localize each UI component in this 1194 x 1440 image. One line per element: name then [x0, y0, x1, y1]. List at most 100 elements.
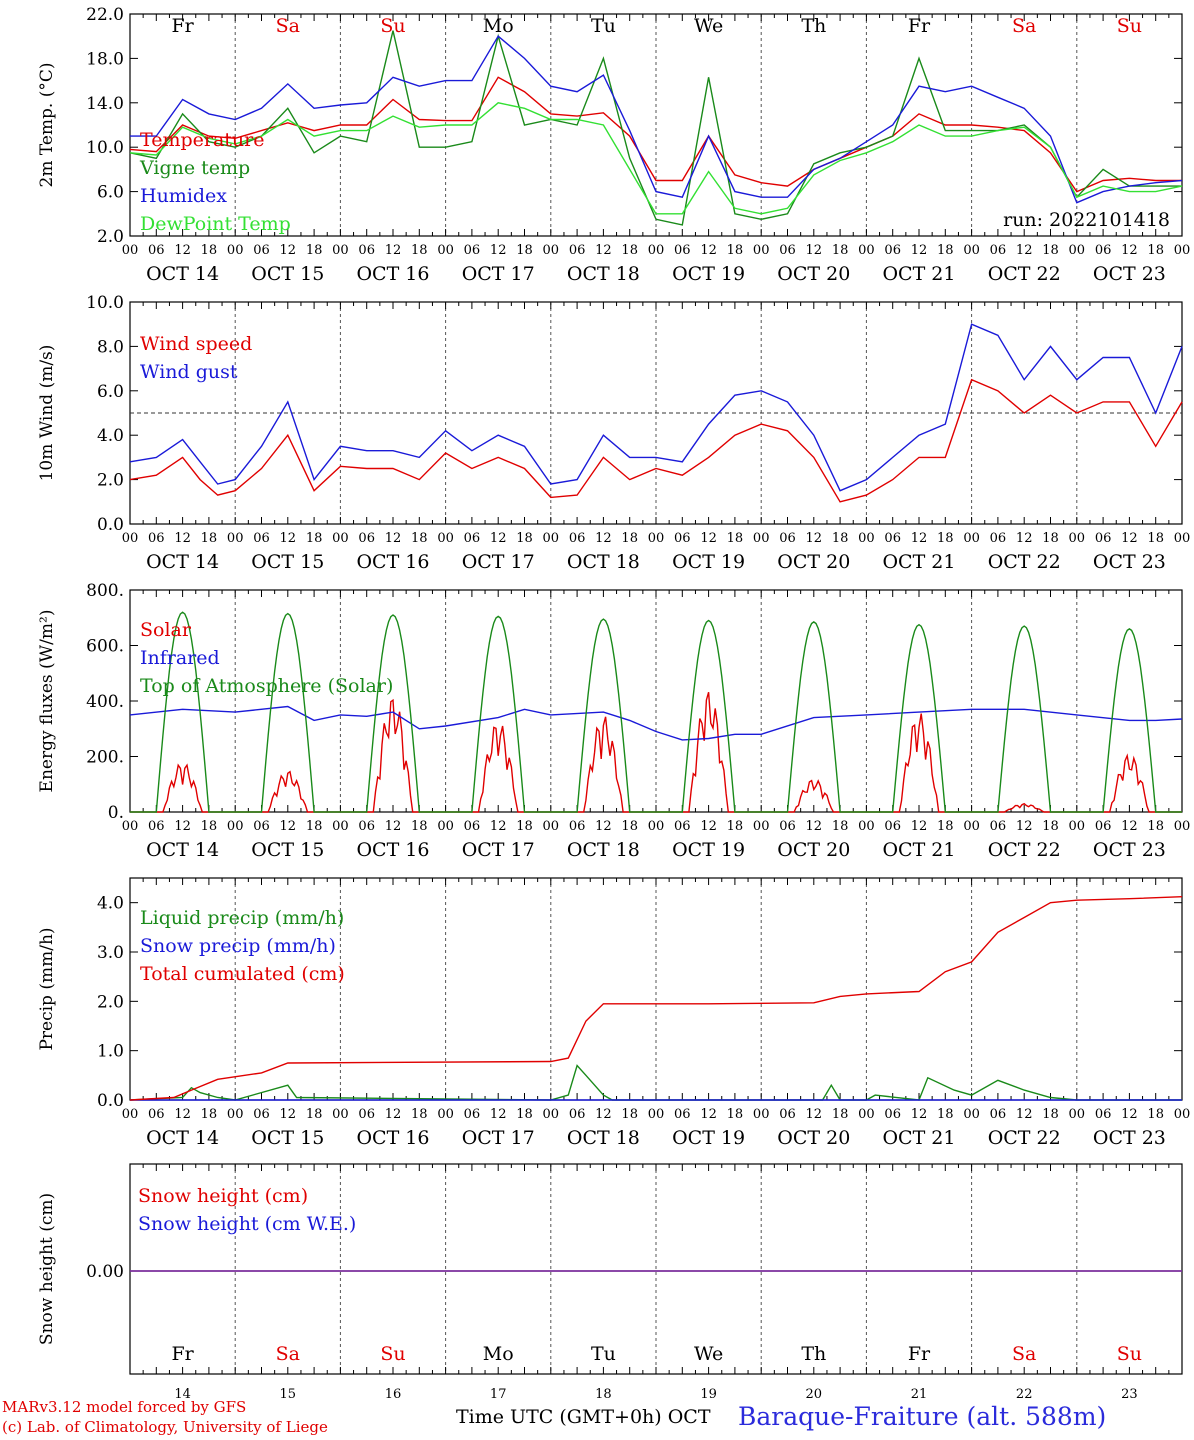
date-label: OCT 16	[356, 1127, 429, 1149]
weekday-label: Th	[801, 15, 826, 37]
hour-tick-label: 18	[937, 819, 954, 834]
legend-entry: Snow height (cm W.E.)	[138, 1213, 356, 1235]
hour-tick-label: 06	[884, 1107, 901, 1122]
panel-1	[129, 13, 1183, 237]
hour-tick-label: 00	[963, 243, 980, 258]
hour-tick-label: 00	[1174, 819, 1191, 834]
hour-tick-label: 06	[1095, 531, 1112, 546]
date-label: OCT 17	[462, 839, 535, 861]
legend-entry: Temperature	[140, 129, 264, 151]
hour-tick-label: 18	[621, 1107, 638, 1122]
date-label: OCT 16	[356, 263, 429, 285]
date-label: OCT 17	[462, 551, 535, 573]
day-number-label: 16	[385, 1387, 402, 1400]
hour-tick-label: 00	[753, 819, 770, 834]
weekday-label: Su	[380, 15, 405, 37]
hour-tick-label: 00	[858, 531, 875, 546]
hour-tick-label: 12	[1121, 819, 1138, 834]
hour-tick-label: 06	[569, 819, 586, 834]
hour-tick-label: 00	[648, 819, 665, 834]
y-tick-label: 0.	[108, 803, 124, 823]
hour-tick-label: 06	[253, 1107, 270, 1122]
hour-tick-label: 12	[385, 531, 402, 546]
hour-tick-label: 18	[727, 243, 744, 258]
date-label: OCT 19	[672, 839, 745, 861]
hour-tick-label: 06	[1095, 243, 1112, 258]
hour-tick-label: 00	[227, 1107, 244, 1122]
date-label: OCT 19	[672, 263, 745, 285]
date-label: OCT 23	[1093, 263, 1166, 285]
y-tick-label: 200.	[86, 748, 124, 768]
y-axis-label: 2m Temp. (°C)	[37, 62, 57, 187]
hour-tick-label: 06	[779, 531, 796, 546]
date-label: OCT 15	[251, 839, 324, 861]
y-tick-label: 10.0	[86, 138, 124, 158]
hour-tick-label: 12	[385, 1107, 402, 1122]
hour-tick-label: 00	[227, 819, 244, 834]
hour-tick-label: 12	[700, 531, 717, 546]
hour-tick-label: 00	[1069, 531, 1086, 546]
hour-tick-label: 06	[569, 243, 586, 258]
hour-tick-label: 06	[779, 243, 796, 258]
hour-tick-label: 18	[306, 243, 323, 258]
hour-tick-label: 06	[884, 819, 901, 834]
legend-entry: Wind speed	[140, 333, 252, 355]
y-tick-label: 0.0	[97, 1091, 124, 1111]
hour-tick-label: 18	[516, 243, 533, 258]
date-label: OCT 14	[146, 839, 219, 861]
hour-tick-label: 12	[700, 243, 717, 258]
day-number-label: 19	[700, 1387, 717, 1400]
hour-tick-label: 18	[306, 531, 323, 546]
hour-tick-label: 06	[148, 819, 165, 834]
hour-tick-label: 18	[516, 531, 533, 546]
hour-tick-label: 00	[753, 1107, 770, 1122]
hour-tick-label: 12	[1121, 243, 1138, 258]
date-label: OCT 18	[567, 551, 640, 573]
y-axis-label: Precip (mm/h)	[37, 927, 57, 1050]
hour-tick-label: 06	[674, 1107, 691, 1122]
hour-tick-label: 06	[464, 531, 481, 546]
hour-tick-label: 18	[621, 531, 638, 546]
hour-tick-label: 12	[280, 1107, 297, 1122]
hour-tick-label: 18	[516, 1107, 533, 1122]
hour-tick-label: 06	[884, 531, 901, 546]
hour-tick-label: 06	[358, 243, 375, 258]
series-line-dewpoint-temp	[129, 102, 1183, 215]
legend-entry: Wind gust	[140, 361, 238, 383]
hour-tick-label: 00	[858, 1107, 875, 1122]
date-label: OCT 23	[1093, 1127, 1166, 1149]
hour-tick-label: 00	[543, 819, 560, 834]
hour-tick-label: 00	[332, 1107, 349, 1122]
hour-tick-label: 12	[174, 531, 191, 546]
weekday-label: Fr	[908, 15, 931, 37]
hour-tick-label: 00	[437, 819, 454, 834]
hour-tick-label: 00	[648, 1107, 665, 1122]
date-label: OCT 22	[988, 263, 1061, 285]
hour-tick-label: 12	[911, 1107, 928, 1122]
date-label: OCT 21	[882, 1127, 955, 1149]
hour-tick-label: 00	[753, 243, 770, 258]
hour-tick-label: 00	[648, 243, 665, 258]
legend-entry: Solar	[140, 619, 192, 641]
weekday-label: Fr	[908, 1343, 931, 1365]
date-label: OCT 14	[146, 1127, 219, 1149]
hour-tick-label: 12	[385, 819, 402, 834]
hour-tick-label: 18	[621, 819, 638, 834]
run-annotation: run: 2022101418	[1003, 209, 1170, 231]
hour-tick-label: 12	[911, 243, 928, 258]
date-label: OCT 15	[251, 1127, 324, 1149]
hour-tick-label: 18	[937, 243, 954, 258]
date-label: OCT 16	[356, 839, 429, 861]
hour-tick-label: 06	[148, 531, 165, 546]
y-tick-label: 2.0	[97, 992, 124, 1012]
y-tick-label: 22.0	[86, 5, 124, 25]
legend-entry: Snow height (cm)	[138, 1185, 308, 1207]
y-tick-label: 1.0	[97, 1042, 124, 1062]
hour-tick-label: 12	[1121, 1107, 1138, 1122]
hour-tick-label: 00	[122, 819, 139, 834]
date-label: OCT 22	[988, 551, 1061, 573]
hour-tick-label: 00	[543, 243, 560, 258]
date-label: OCT 15	[251, 263, 324, 285]
hour-tick-label: 06	[358, 819, 375, 834]
series-line-wind-gust	[129, 323, 1183, 492]
